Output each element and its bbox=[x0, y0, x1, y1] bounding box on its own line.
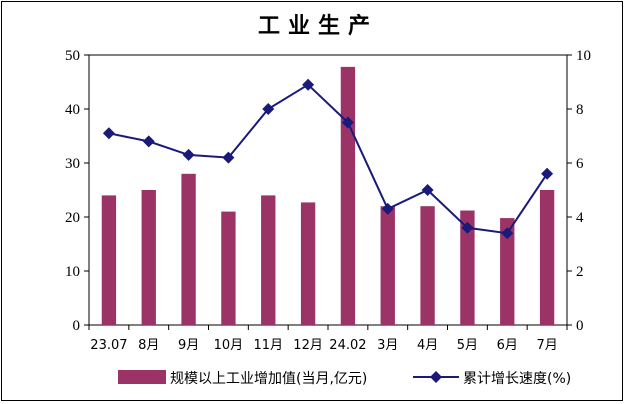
line-point bbox=[182, 148, 195, 161]
x-tick-label: 7月 bbox=[536, 338, 557, 353]
y-right-tick-label: 0 bbox=[576, 318, 584, 334]
series-line bbox=[108, 83, 548, 235]
y-left-tick-label: 0 bbox=[73, 318, 81, 334]
line-point bbox=[461, 221, 474, 234]
x-tick-label: 12月 bbox=[293, 338, 323, 353]
bar bbox=[380, 206, 395, 325]
y-left-tick-label: 50 bbox=[65, 48, 80, 64]
y-right-tick-label: 4 bbox=[576, 210, 584, 226]
x-tick-label: 4月 bbox=[417, 338, 438, 353]
line-point bbox=[541, 167, 554, 180]
plot-border bbox=[88, 54, 568, 326]
legend-line-label: 累计增长速度(%) bbox=[463, 371, 571, 387]
x-tick-label: 10月 bbox=[214, 338, 244, 353]
y-left-tick-label: 40 bbox=[65, 102, 80, 118]
legend: 规模以上工业增加值(当月,亿元) 累计增长速度(%) bbox=[118, 370, 571, 387]
plot-area: 0 10 20 30 40 50 0 2 4 6 8 10 23.07 8月 9月 10月 11月 12月 24.0… bbox=[65, 48, 591, 353]
y-left-tick-label: 30 bbox=[65, 156, 80, 172]
line-point bbox=[381, 202, 394, 215]
x-tick-label: 6月 bbox=[497, 338, 518, 353]
bar bbox=[340, 66, 356, 325]
bar bbox=[420, 206, 435, 325]
legend-bar-label: 规模以上工业增加值(当月,亿元) bbox=[170, 371, 367, 387]
bar bbox=[460, 210, 475, 325]
line-point bbox=[222, 151, 235, 164]
y-left-tick-label: 20 bbox=[65, 210, 80, 226]
line-point bbox=[421, 184, 434, 196]
line-point bbox=[142, 135, 155, 148]
line-point bbox=[501, 227, 514, 240]
y-left-tick-label: 10 bbox=[65, 264, 80, 280]
x-tick-label: 11月 bbox=[253, 338, 283, 353]
bar bbox=[181, 173, 196, 325]
line-point bbox=[102, 127, 115, 140]
line-point bbox=[302, 78, 315, 91]
line-point bbox=[262, 103, 275, 115]
x-tick-label: 3月 bbox=[377, 338, 398, 353]
legend-line-marker bbox=[430, 371, 442, 383]
bar bbox=[221, 211, 236, 325]
y-right-tick-label: 10 bbox=[576, 48, 591, 64]
x-tick-label: 23.07 bbox=[90, 338, 127, 353]
bar bbox=[141, 190, 156, 325]
bar bbox=[539, 190, 555, 325]
x-tick-label: 5月 bbox=[457, 338, 478, 353]
y-right-tick-label: 2 bbox=[576, 264, 584, 280]
x-tick-label: 9月 bbox=[178, 338, 199, 353]
bar bbox=[261, 195, 276, 325]
y-right-tick-label: 6 bbox=[576, 156, 584, 172]
bar bbox=[300, 202, 316, 325]
bar bbox=[101, 195, 117, 325]
bar bbox=[500, 218, 515, 325]
y-right-tick-label: 8 bbox=[576, 102, 584, 118]
legend-bar-swatch bbox=[118, 370, 166, 384]
chart-title: 工业生产 bbox=[258, 14, 378, 39]
x-tick-label: 24.02 bbox=[329, 338, 366, 353]
line-point bbox=[341, 116, 354, 129]
x-tick-label: 8月 bbox=[138, 338, 159, 353]
